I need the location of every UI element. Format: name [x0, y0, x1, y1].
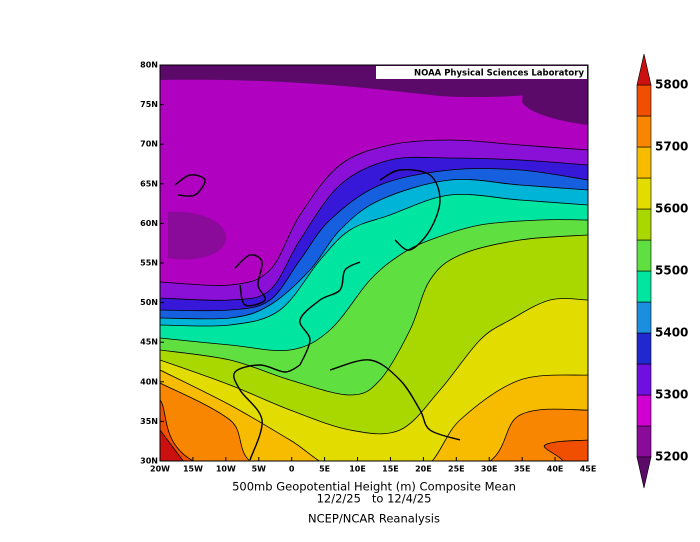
height-band	[160, 383, 588, 461]
lon-label: 5E	[319, 465, 330, 474]
colorbar-band	[636, 425, 652, 458]
contour-line	[160, 234, 588, 396]
lon-label: 0	[289, 465, 295, 474]
height-band	[160, 370, 588, 461]
lon-label: 20E	[415, 465, 432, 474]
caption-source: NCEP/NCAR Reanalysis	[308, 512, 440, 526]
colorbar-label: 5500	[655, 264, 688, 278]
colorbar-label: 5400	[655, 326, 688, 340]
coastline	[234, 254, 267, 307]
contour-line	[160, 168, 588, 312]
lat-label: 75N	[140, 100, 158, 109]
colorbar-band	[636, 332, 652, 365]
lon-label: 25E	[448, 465, 465, 474]
caption-title: 500mb Geopotential Height (m) Composite …	[232, 480, 516, 494]
lon-label: 15E	[382, 465, 399, 474]
credit: NOAA Physical Sciences Laboratory	[414, 69, 584, 79]
coastline	[174, 174, 206, 197]
lon-label: 15W	[183, 465, 203, 474]
credit-box	[376, 66, 587, 79]
contour-line	[160, 298, 588, 435]
colorbar-band	[636, 301, 652, 334]
colorbar-band	[636, 177, 652, 210]
height-band	[522, 79, 588, 125]
colorbar-label: 5700	[655, 140, 688, 154]
colorbar-label: 5600	[655, 202, 688, 216]
lat-label: 70N	[140, 140, 158, 149]
lat-label: 80N	[140, 61, 158, 70]
caption-dates: 12/2/25 to 12/4/25	[317, 492, 432, 506]
lon-label: 5W	[252, 465, 267, 474]
colorbar-band	[636, 208, 652, 241]
contour-line	[160, 139, 588, 286]
lon-label: 30E	[481, 465, 498, 474]
lat-label: 60N	[140, 219, 158, 228]
contour-line	[160, 179, 588, 320]
lat-label: 40N	[140, 377, 158, 386]
contour-line	[160, 429, 184, 461]
lon-label: 35E	[514, 465, 531, 474]
coastline	[379, 169, 441, 251]
colorbar-label: 5200	[655, 450, 688, 464]
coastline	[299, 261, 361, 366]
contour-line	[160, 194, 588, 327]
lat-label: 35N	[140, 417, 158, 426]
colorbar-band	[636, 115, 652, 148]
contour-line	[160, 382, 588, 461]
colorbar-band	[636, 146, 652, 179]
map-area	[160, 65, 588, 461]
coastline	[233, 364, 301, 461]
colorbar-band	[636, 84, 652, 117]
contour-line	[160, 369, 588, 461]
colorbar-band	[636, 363, 652, 396]
colorbar: 5200 5300 5400 5500 5600 5700 5800	[636, 53, 688, 489]
colorbar-label: 5300	[655, 388, 688, 402]
lon-label: 10W	[216, 465, 236, 474]
lat-label: 55N	[140, 259, 158, 268]
contour-line	[160, 219, 588, 351]
coastline	[329, 359, 461, 441]
colorbar-band	[636, 394, 652, 427]
lat-label: 30N	[140, 457, 158, 466]
lat-label: 45N	[140, 338, 158, 347]
lon-label: 10E	[349, 465, 366, 474]
lon-label: 45E	[580, 465, 597, 474]
colorbar-band	[636, 270, 652, 303]
lat-label: 65N	[140, 179, 158, 188]
contour-line	[160, 399, 588, 461]
colorbar-label: 5800	[655, 78, 688, 92]
colorbar-min-arrow	[636, 456, 652, 489]
lon-label: 40E	[547, 465, 564, 474]
height-band	[168, 211, 227, 260]
colorbar-max-arrow	[636, 53, 652, 86]
colorbar-band	[636, 239, 652, 272]
lon-label: 20W	[150, 465, 170, 474]
lat-label: 50N	[140, 298, 158, 307]
